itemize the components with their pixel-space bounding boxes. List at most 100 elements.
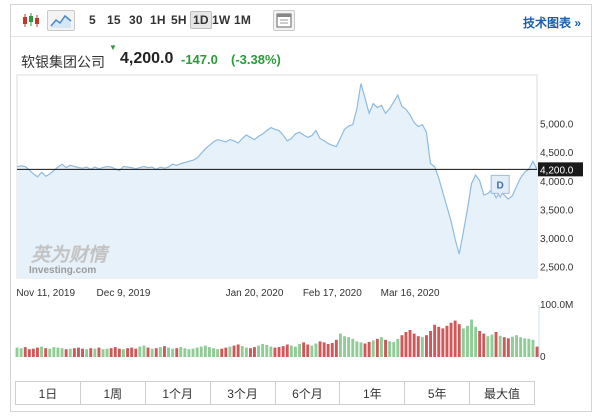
volume-bar — [506, 338, 510, 357]
volume-bar — [289, 345, 293, 357]
volume-bar — [228, 346, 232, 357]
volume-bar — [105, 348, 109, 357]
volume-bar — [150, 348, 154, 357]
timeframe-1d[interactable]: 1D — [190, 11, 212, 29]
volume-bar — [502, 337, 506, 357]
volume-bar — [36, 347, 39, 357]
price-line — [16, 83, 538, 255]
volume-bar — [351, 338, 355, 357]
area-chart-icon — [50, 14, 72, 28]
volume-bar — [347, 337, 351, 357]
volume-bar — [466, 325, 469, 357]
volume-bar — [195, 347, 199, 357]
y-tick-label: 4,000.0 — [540, 177, 574, 188]
volume-bar — [363, 343, 367, 357]
candlestick-button[interactable] — [17, 10, 43, 31]
volume-zero-label: 0 — [540, 352, 546, 363]
x-tick-label: Dec 9, 2019 — [97, 288, 151, 299]
volume-bar — [453, 320, 457, 357]
volume-bar — [273, 347, 277, 357]
volume-bar — [261, 344, 265, 357]
volume-bar — [425, 335, 428, 357]
volume-bar — [519, 337, 523, 357]
volume-bar — [163, 346, 166, 357]
volume-bar — [236, 344, 240, 357]
volume-bar — [457, 324, 461, 357]
event-marker-label: D — [497, 180, 504, 191]
volume-bar — [306, 344, 310, 357]
volume-bar — [183, 348, 187, 357]
volume-bar — [158, 347, 162, 357]
volume-bar — [281, 346, 285, 357]
x-tick-label: Jan 20, 2020 — [226, 288, 284, 299]
y-tick-label: 4,500.0 — [540, 148, 574, 159]
area-chart-button[interactable] — [47, 10, 75, 31]
watermark-en: Investing.com — [29, 265, 96, 276]
volume-bar — [249, 348, 252, 357]
volume-bar — [240, 346, 244, 357]
volume-bar — [408, 330, 412, 357]
volume-bars — [15, 305, 540, 357]
watermark: 英为财情 Investing.com — [29, 244, 110, 276]
volume-bar — [384, 339, 387, 357]
volume-bar — [339, 333, 342, 357]
volume-bar — [494, 332, 498, 357]
x-tick-label: Nov 11, 2019 — [16, 288, 75, 299]
volume-bar — [122, 349, 125, 357]
volume-bar — [208, 347, 211, 357]
price-chart[interactable]: 5,000.0 4,500.0 4,000.0 3,500.0 3,000.0 2,500… — [11, 5, 591, 377]
timeframe-5h[interactable]: 5H — [171, 13, 187, 27]
x-tick-label: Mar 16, 2020 — [381, 288, 440, 299]
chart-widget: 5 15 30 1H 5H 1D 1W 1M 技术图表 » 软银集团公司 ▼ 4… — [10, 4, 592, 412]
volume-bar — [244, 347, 248, 357]
window-toggle-button[interactable] — [273, 10, 295, 31]
y-axis-labels: 5,000.0 4,500.0 4,000.0 3,500.0 3,000.0 2,500… — [540, 120, 574, 274]
timeframe-1m[interactable]: 1M — [234, 13, 252, 27]
range-1d[interactable]: 1日 — [16, 382, 81, 404]
range-1y[interactable]: 1年 — [340, 382, 406, 404]
timeframe-15[interactable]: 15 — [107, 13, 121, 27]
volume-bar — [310, 345, 314, 357]
volume-bar — [134, 348, 138, 357]
volume-bar — [392, 341, 396, 357]
volume-bar — [220, 348, 224, 357]
range-max[interactable]: 最大值 — [484, 386, 521, 401]
volume-bar — [56, 347, 60, 357]
volume-bar — [146, 347, 150, 357]
volume-bar — [285, 344, 289, 357]
volume-bar — [68, 348, 72, 357]
timeframe-1w[interactable]: 1W — [212, 13, 231, 27]
candlestick-icon — [23, 13, 39, 27]
watermark-cn: 英为财情 — [31, 244, 110, 266]
y-tick-label: 3,500.0 — [540, 205, 574, 216]
volume-bar — [224, 347, 228, 357]
volume-bar — [138, 346, 142, 357]
volume-bar — [199, 346, 203, 357]
volume-bar — [474, 326, 478, 357]
timeframe-1h[interactable]: 1H — [150, 13, 166, 27]
range-1w[interactable]: 1周 — [81, 382, 146, 404]
volume-bar — [81, 348, 84, 357]
volume-bar — [490, 334, 494, 357]
timeframe-5[interactable]: 5 — [89, 13, 96, 27]
price-area — [17, 83, 537, 278]
volume-bar — [416, 336, 420, 357]
volume-bar — [31, 348, 35, 357]
volume-bar — [130, 347, 134, 357]
volume-bar — [265, 345, 269, 357]
event-marker[interactable]: D — [490, 174, 510, 199]
volume-bar — [388, 341, 392, 357]
technical-chart-link[interactable]: 技术图表 » — [522, 16, 581, 30]
window-icon — [276, 13, 292, 28]
range-1m[interactable]: 1个月 — [146, 382, 211, 404]
volume-bar — [52, 347, 56, 357]
range-3m[interactable]: 3个月 — [211, 382, 276, 404]
volume-bar — [97, 347, 101, 357]
volume-bar — [498, 335, 502, 357]
y-tick-label: 2,500.0 — [540, 263, 574, 274]
current-price-label: 4,200.0 — [540, 165, 574, 176]
range-6m[interactable]: 6个月 — [276, 382, 341, 404]
range-5y[interactable]: 5年 — [405, 382, 471, 404]
volume-bar — [433, 324, 437, 357]
timeframe-30[interactable]: 30 — [129, 13, 143, 27]
